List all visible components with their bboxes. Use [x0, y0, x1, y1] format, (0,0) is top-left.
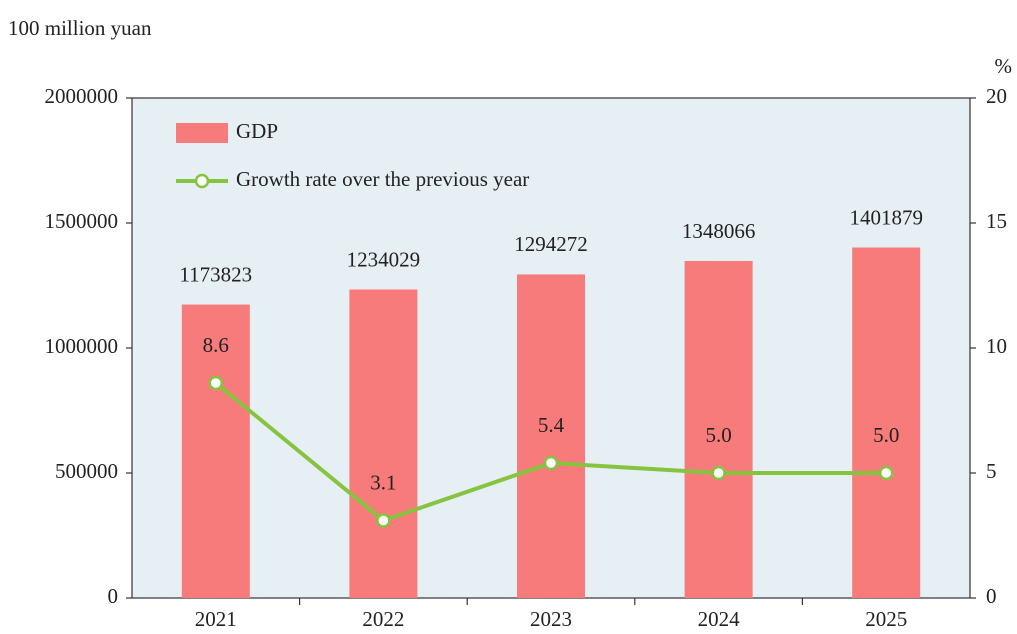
bar [181, 304, 250, 598]
y-tick-label: 2000000 [45, 84, 119, 108]
x-tick-label: 2022 [362, 607, 404, 631]
line-value-label: 5.0 [705, 423, 731, 447]
legend-swatch [176, 123, 228, 143]
line-value-label: 5.4 [538, 413, 565, 437]
y2-tick-label: 5 [986, 459, 997, 483]
y2-tick-label: 0 [986, 584, 997, 608]
y-tick-label: 1500000 [45, 209, 119, 233]
y-tick-label: 0 [108, 584, 119, 608]
y-tick-label: 500000 [55, 459, 118, 483]
bar [684, 260, 753, 598]
bar [517, 274, 585, 598]
y-tick-label: 1000000 [45, 334, 119, 358]
line-marker [878, 465, 894, 481]
legend-label: Growth rate over the previous year [236, 167, 529, 191]
legend-label: GDP [236, 119, 278, 143]
bar [349, 289, 418, 598]
line-marker [543, 455, 559, 471]
bar-value-label: 1173823 [179, 262, 252, 286]
bar-value-label: 1348066 [682, 219, 756, 243]
bar-value-label: 1401879 [849, 205, 923, 229]
y-axis-label: 100 million yuan [8, 16, 152, 40]
x-tick-label: 2024 [698, 607, 741, 631]
line-value-label: 5.0 [873, 423, 899, 447]
bar-value-label: 1294272 [514, 232, 588, 256]
x-tick-label: 2021 [195, 607, 237, 631]
bar-value-label: 1234029 [347, 247, 421, 271]
line-marker [711, 465, 726, 481]
y2-axis-label: % [995, 54, 1013, 78]
x-tick-label: 2025 [865, 607, 907, 631]
bar [852, 247, 921, 598]
x-tick-label: 2023 [530, 607, 572, 631]
line-value-label: 3.1 [370, 470, 396, 494]
y2-tick-label: 10 [986, 334, 1007, 358]
legend-marker [194, 173, 210, 189]
y2-tick-label: 15 [986, 209, 1007, 233]
y2-tick-label: 20 [986, 84, 1007, 108]
line-marker [208, 375, 224, 391]
line-value-label: 8.6 [203, 333, 229, 357]
line-marker [376, 513, 391, 528]
